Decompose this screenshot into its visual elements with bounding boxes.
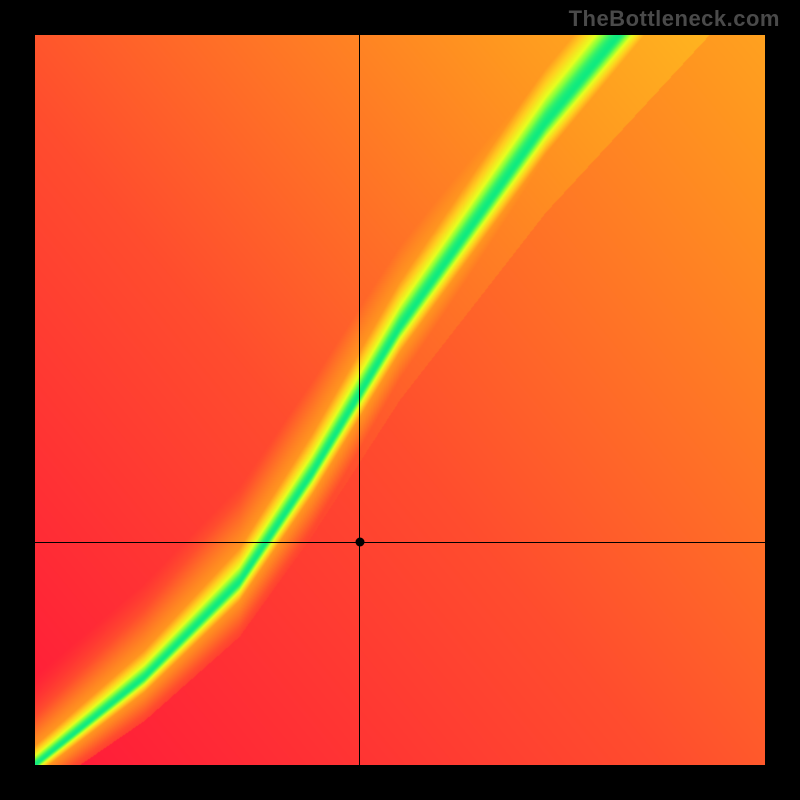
crosshair-marker	[355, 538, 364, 547]
chart-container: TheBottleneck.com	[0, 0, 800, 800]
heatmap-canvas	[35, 35, 765, 765]
crosshair-vertical	[359, 35, 360, 765]
watermark-text: TheBottleneck.com	[569, 6, 780, 32]
crosshair-horizontal	[35, 542, 765, 543]
plot-area	[35, 35, 765, 765]
